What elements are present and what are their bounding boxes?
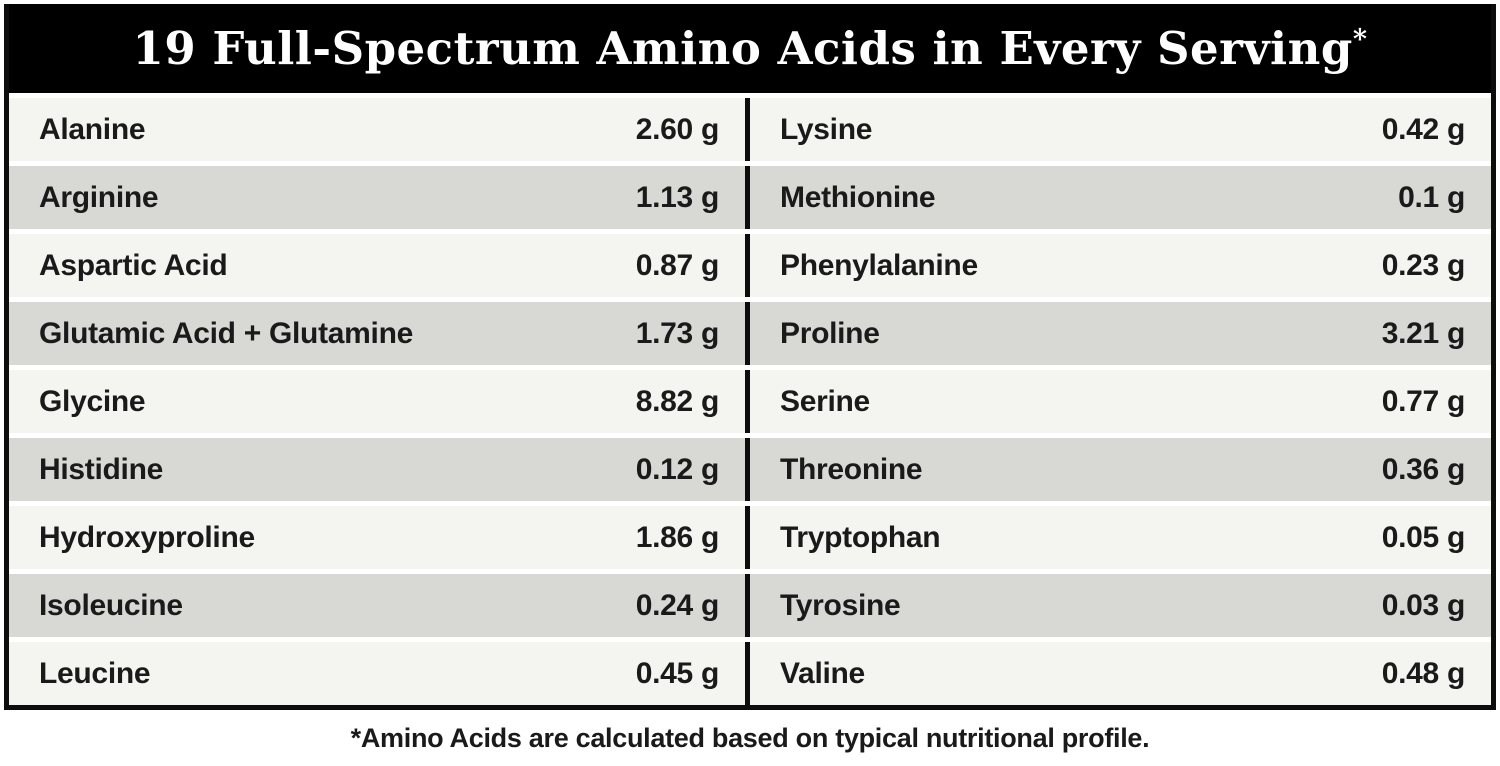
amino-acid-name: Alanine bbox=[39, 112, 146, 146]
amino-acid-value: 0.24 g bbox=[635, 588, 720, 622]
column-divider bbox=[745, 302, 750, 365]
table-title-text: 19 Full-Spectrum Amino Acids in Every Se… bbox=[132, 22, 1353, 75]
amino-acid-name: Tryptophan bbox=[780, 520, 941, 554]
amino-acid-name: Lysine bbox=[780, 112, 873, 146]
amino-acid-cell: Serine 0.77 g bbox=[750, 370, 1491, 433]
amino-acid-cell: Tyrosine 0.03 g bbox=[750, 574, 1491, 637]
amino-acid-value: 0.77 g bbox=[1381, 384, 1466, 418]
amino-acid-cell: Phenylalanine 0.23 g bbox=[750, 234, 1491, 297]
amino-acid-value: 0.48 g bbox=[1381, 656, 1466, 690]
table-row: Isoleucine 0.24 g Tyrosine 0.03 g bbox=[9, 574, 1491, 637]
table-row: Alanine 2.60 g Lysine 0.42 g bbox=[9, 98, 1491, 161]
amino-acid-value: 1.86 g bbox=[635, 520, 720, 554]
column-divider bbox=[745, 370, 750, 433]
amino-acid-name: Hydroxyproline bbox=[39, 520, 255, 554]
amino-acid-name: Threonine bbox=[780, 452, 923, 486]
amino-acid-name: Glycine bbox=[39, 384, 146, 418]
amino-acid-value: 0.45 g bbox=[635, 656, 720, 690]
amino-acid-value: 2.60 g bbox=[635, 112, 720, 146]
amino-acid-name: Arginine bbox=[39, 180, 159, 214]
amino-acid-value: 8.82 g bbox=[635, 384, 720, 418]
table-row: Arginine 1.13 g Methionine 0.1 g bbox=[9, 166, 1491, 229]
table-body: Alanine 2.60 g Lysine 0.42 g Arginine 1.… bbox=[9, 98, 1491, 705]
amino-acid-cell: Lysine 0.42 g bbox=[750, 98, 1491, 161]
amino-acid-cell: Methionine 0.1 g bbox=[750, 166, 1491, 229]
column-divider bbox=[745, 98, 750, 161]
amino-acid-cell: Glycine 8.82 g bbox=[9, 370, 745, 433]
table-title: 19 Full-Spectrum Amino Acids in Every Se… bbox=[133, 22, 1368, 75]
amino-acid-value: 0.1 g bbox=[1398, 180, 1465, 214]
amino-acid-value: 0.23 g bbox=[1381, 248, 1466, 282]
amino-acid-cell: Proline 3.21 g bbox=[750, 302, 1491, 365]
amino-acid-cell: Leucine 0.45 g bbox=[9, 642, 745, 705]
amino-acid-name: Serine bbox=[780, 384, 870, 418]
amino-acid-name: Valine bbox=[780, 656, 865, 690]
amino-acid-cell: Glutamic Acid + Glutamine 1.73 g bbox=[9, 302, 745, 365]
amino-acid-value: 1.73 g bbox=[635, 316, 720, 350]
table-row: Histidine 0.12 g Threonine 0.36 g bbox=[9, 438, 1491, 501]
amino-acid-name: Leucine bbox=[39, 656, 151, 690]
amino-acid-cell: Tryptophan 0.05 g bbox=[750, 506, 1491, 569]
table-row: Glycine 8.82 g Serine 0.77 g bbox=[9, 370, 1491, 433]
amino-acid-name: Glutamic Acid + Glutamine bbox=[39, 316, 413, 350]
table-row: Aspartic Acid 0.87 g Phenylalanine 0.23 … bbox=[9, 234, 1491, 297]
amino-acid-name: Proline bbox=[780, 316, 880, 350]
amino-acid-value: 0.36 g bbox=[1381, 452, 1466, 486]
amino-acid-cell: Hydroxyproline 1.86 g bbox=[9, 506, 745, 569]
amino-acid-value: 3.21 g bbox=[1381, 316, 1466, 350]
amino-acid-value: 0.12 g bbox=[635, 452, 720, 486]
amino-acid-name: Tyrosine bbox=[780, 588, 901, 622]
column-divider bbox=[745, 642, 750, 705]
amino-acids-table-panel: 19 Full-Spectrum Amino Acids in Every Se… bbox=[4, 4, 1496, 710]
table-row: Hydroxyproline 1.86 g Tryptophan 0.05 g bbox=[9, 506, 1491, 569]
amino-acid-name: Phenylalanine bbox=[780, 248, 978, 282]
column-divider bbox=[745, 506, 750, 569]
column-divider bbox=[745, 234, 750, 297]
amino-acid-name: Methionine bbox=[780, 180, 936, 214]
amino-acid-cell: Aspartic Acid 0.87 g bbox=[9, 234, 745, 297]
amino-acid-value: 0.03 g bbox=[1381, 588, 1466, 622]
amino-acid-cell: Threonine 0.36 g bbox=[750, 438, 1491, 501]
amino-acid-value: 0.05 g bbox=[1381, 520, 1466, 554]
table-row: Glutamic Acid + Glutamine 1.73 g Proline… bbox=[9, 302, 1491, 365]
amino-acid-name: Aspartic Acid bbox=[39, 248, 228, 282]
footnote: *Amino Acids are calculated based on typ… bbox=[350, 723, 1150, 753]
amino-acid-value: 0.42 g bbox=[1381, 112, 1466, 146]
amino-acid-name: Histidine bbox=[39, 452, 163, 486]
amino-acid-value: 0.87 g bbox=[635, 248, 720, 282]
column-divider bbox=[745, 574, 750, 637]
table-header-bar: 19 Full-Spectrum Amino Acids in Every Se… bbox=[9, 4, 1491, 93]
amino-acid-name: Isoleucine bbox=[39, 588, 183, 622]
column-divider bbox=[745, 438, 750, 501]
amino-acid-cell: Arginine 1.13 g bbox=[9, 166, 745, 229]
amino-acid-value: 1.13 g bbox=[635, 180, 720, 214]
table-row: Leucine 0.45 g Valine 0.48 g bbox=[9, 642, 1491, 705]
column-divider bbox=[745, 166, 750, 229]
amino-acid-cell: Valine 0.48 g bbox=[750, 642, 1491, 705]
table-title-asterisk: * bbox=[1352, 24, 1368, 55]
amino-acid-cell: Alanine 2.60 g bbox=[9, 98, 745, 161]
amino-acid-cell: Isoleucine 0.24 g bbox=[9, 574, 745, 637]
amino-acid-cell: Histidine 0.12 g bbox=[9, 438, 745, 501]
